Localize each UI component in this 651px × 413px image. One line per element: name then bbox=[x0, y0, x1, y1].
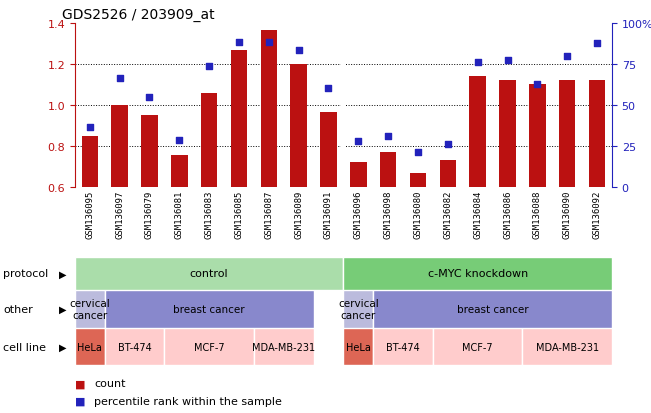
Point bbox=[115, 76, 125, 82]
Point bbox=[145, 94, 155, 101]
Bar bbox=[75, 328, 105, 366]
Bar bbox=[409, 174, 426, 187]
Text: cell line: cell line bbox=[3, 342, 46, 352]
Bar bbox=[81, 137, 98, 187]
Bar bbox=[344, 328, 373, 366]
Text: GSM136092: GSM136092 bbox=[592, 190, 602, 239]
Bar bbox=[373, 328, 433, 366]
Point bbox=[592, 41, 602, 47]
Point bbox=[324, 86, 334, 93]
Point bbox=[174, 137, 184, 143]
Bar bbox=[522, 328, 612, 366]
Text: HeLa: HeLa bbox=[346, 342, 371, 352]
Text: count: count bbox=[94, 378, 126, 388]
Text: cervical
cancer: cervical cancer bbox=[338, 299, 379, 320]
Text: percentile rank within the sample: percentile rank within the sample bbox=[94, 396, 283, 406]
Text: ■: ■ bbox=[75, 396, 85, 406]
Bar bbox=[105, 328, 164, 366]
Bar bbox=[171, 155, 187, 187]
Bar bbox=[469, 77, 486, 187]
Text: GSM136098: GSM136098 bbox=[383, 190, 393, 239]
Bar bbox=[433, 328, 522, 366]
Text: breast cancer: breast cancer bbox=[173, 304, 245, 314]
Point bbox=[473, 59, 483, 66]
Bar bbox=[344, 257, 612, 290]
Point bbox=[234, 40, 244, 47]
Bar bbox=[439, 161, 456, 187]
Text: ▶: ▶ bbox=[59, 269, 67, 279]
Text: GSM136087: GSM136087 bbox=[264, 190, 273, 239]
Bar bbox=[320, 113, 337, 187]
Point bbox=[294, 47, 304, 54]
Text: ▶: ▶ bbox=[59, 342, 67, 352]
Bar bbox=[201, 93, 217, 187]
Text: BT-474: BT-474 bbox=[118, 342, 152, 352]
Point bbox=[443, 141, 453, 147]
Text: GSM136096: GSM136096 bbox=[354, 190, 363, 239]
Text: MDA-MB-231: MDA-MB-231 bbox=[252, 342, 315, 352]
Bar bbox=[499, 81, 516, 187]
Text: MDA-MB-231: MDA-MB-231 bbox=[536, 342, 599, 352]
Text: GSM136083: GSM136083 bbox=[204, 190, 214, 239]
Text: protocol: protocol bbox=[3, 269, 49, 279]
Text: GSM136091: GSM136091 bbox=[324, 190, 333, 239]
Text: other: other bbox=[3, 304, 33, 314]
Bar bbox=[75, 290, 105, 328]
Bar bbox=[373, 290, 612, 328]
Text: HeLa: HeLa bbox=[77, 342, 102, 352]
Text: GSM136088: GSM136088 bbox=[533, 190, 542, 239]
Bar bbox=[111, 106, 128, 187]
Bar bbox=[230, 50, 247, 187]
Text: GSM136084: GSM136084 bbox=[473, 190, 482, 239]
Bar bbox=[260, 31, 277, 187]
Point bbox=[353, 138, 363, 145]
Text: GSM136090: GSM136090 bbox=[562, 190, 572, 239]
Text: control: control bbox=[190, 269, 229, 279]
Bar bbox=[290, 65, 307, 187]
Point bbox=[503, 57, 513, 64]
Point bbox=[264, 40, 274, 47]
Text: BT-474: BT-474 bbox=[386, 342, 420, 352]
Text: breast cancer: breast cancer bbox=[457, 304, 529, 314]
Point bbox=[204, 64, 214, 70]
Text: GSM136085: GSM136085 bbox=[234, 190, 243, 239]
Text: GSM136095: GSM136095 bbox=[85, 190, 94, 239]
Point bbox=[383, 134, 393, 140]
Bar bbox=[254, 328, 314, 366]
Bar bbox=[529, 85, 546, 187]
Text: ▶: ▶ bbox=[59, 304, 67, 314]
Bar bbox=[380, 152, 396, 187]
Text: GSM136079: GSM136079 bbox=[145, 190, 154, 239]
Text: MCF-7: MCF-7 bbox=[462, 342, 493, 352]
Bar bbox=[350, 163, 367, 187]
Point bbox=[85, 125, 95, 131]
Bar bbox=[164, 328, 254, 366]
Point bbox=[562, 53, 572, 60]
Bar bbox=[105, 290, 314, 328]
Bar bbox=[141, 116, 158, 187]
Bar bbox=[75, 257, 344, 290]
Text: GSM136089: GSM136089 bbox=[294, 190, 303, 239]
Text: GSM136082: GSM136082 bbox=[443, 190, 452, 239]
Text: MCF-7: MCF-7 bbox=[194, 342, 225, 352]
Text: GSM136097: GSM136097 bbox=[115, 190, 124, 239]
Bar bbox=[344, 290, 373, 328]
Text: cervical
cancer: cervical cancer bbox=[70, 299, 110, 320]
Bar bbox=[589, 81, 605, 187]
Text: GSM136080: GSM136080 bbox=[413, 190, 422, 239]
Text: GSM136081: GSM136081 bbox=[175, 190, 184, 239]
Text: c-MYC knockdown: c-MYC knockdown bbox=[428, 269, 528, 279]
Point bbox=[532, 82, 542, 88]
Text: GDS2526 / 203909_at: GDS2526 / 203909_at bbox=[62, 8, 214, 22]
Text: ■: ■ bbox=[75, 378, 85, 388]
Point bbox=[413, 149, 423, 156]
Text: GSM136086: GSM136086 bbox=[503, 190, 512, 239]
Bar bbox=[559, 81, 575, 187]
